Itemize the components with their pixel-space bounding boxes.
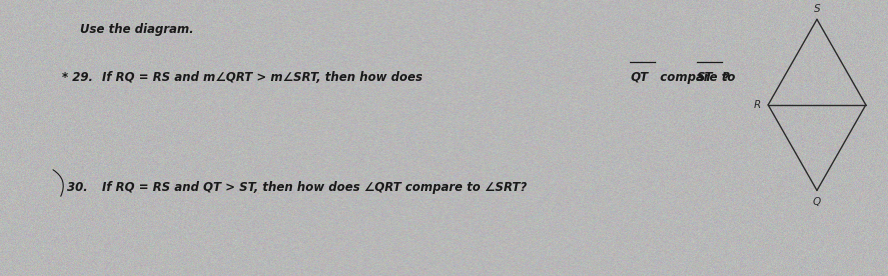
Text: QT: QT bbox=[630, 71, 648, 84]
Text: Use the diagram.: Use the diagram. bbox=[80, 23, 194, 36]
Text: 30.: 30. bbox=[67, 181, 87, 194]
Text: ST: ST bbox=[697, 71, 714, 84]
Text: S: S bbox=[813, 4, 821, 14]
Text: If RQ = RS and m∠QRT > m∠SRT, then how does: If RQ = RS and m∠QRT > m∠SRT, then how d… bbox=[102, 71, 427, 84]
Text: compare to: compare to bbox=[656, 71, 740, 84]
Text: R: R bbox=[754, 100, 761, 110]
Text: Q: Q bbox=[813, 197, 821, 207]
Text: If RQ = RS and QT > ST, then how does ∠QRT compare to ∠SRT?: If RQ = RS and QT > ST, then how does ∠Q… bbox=[102, 181, 527, 194]
Text: ?: ? bbox=[723, 71, 730, 84]
Text: * 29.: * 29. bbox=[62, 71, 93, 84]
